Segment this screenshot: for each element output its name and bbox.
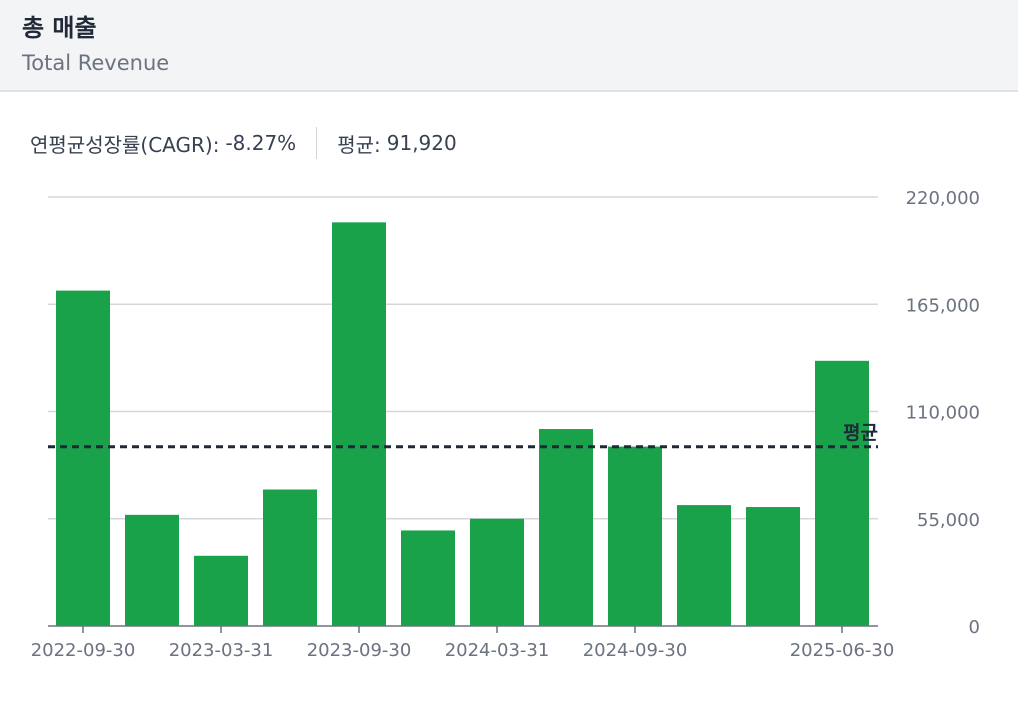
y-tick-label: 165,000	[906, 295, 980, 316]
average-value: 91,920	[386, 131, 457, 155]
y-tick-label: 110,000	[906, 403, 980, 424]
chart-subtitle: Total Revenue	[22, 51, 170, 75]
bar	[401, 530, 455, 626]
bar	[815, 360, 869, 626]
y-tick-label: 55,000	[917, 510, 980, 531]
cagr-value: -8.27%	[225, 131, 297, 155]
bar	[263, 489, 317, 626]
bar	[539, 429, 593, 626]
average-line-group: 평균	[48, 422, 878, 449]
axes: 220,000 165,000 110,000 55,000 0 2022-09-30 20…	[31, 188, 980, 661]
summary-stats: 연평균성장률(CAGR): -8.27% 평균: 91,920	[30, 127, 457, 159]
x-tick-label: 2022-09-30	[31, 640, 136, 661]
y-tick-label: 0	[969, 617, 980, 638]
bar	[125, 514, 179, 626]
cagr-label: 연평균성장률(CAGR):	[30, 132, 220, 157]
bars	[56, 222, 869, 626]
stats-divider	[316, 127, 318, 159]
average-label: 평균:	[337, 132, 381, 157]
cagr-stat: 연평균성장률(CAGR): -8.27%	[30, 129, 296, 158]
bar	[677, 505, 731, 626]
grid-lines	[48, 196, 878, 520]
bar	[194, 555, 248, 626]
average-line-label: 평균	[843, 422, 878, 444]
y-tick-label: 220,000	[906, 188, 980, 209]
x-tick-label: 2024-03-31	[445, 640, 550, 661]
chart-header: 총 매출 Total Revenue	[0, 0, 1018, 92]
bar	[56, 290, 110, 626]
chart-title: 총 매출	[22, 14, 97, 42]
bar	[470, 518, 524, 626]
x-tick-label: 2023-03-31	[169, 640, 274, 661]
bar	[746, 507, 800, 626]
x-tick-label: 2023-09-30	[307, 640, 412, 661]
bar	[608, 446, 662, 626]
x-tick-label: 2025-06-30	[790, 640, 895, 661]
average-stat: 평균: 91,920	[337, 129, 457, 158]
bar	[332, 222, 386, 626]
x-tick-label: 2024-09-30	[583, 640, 688, 661]
